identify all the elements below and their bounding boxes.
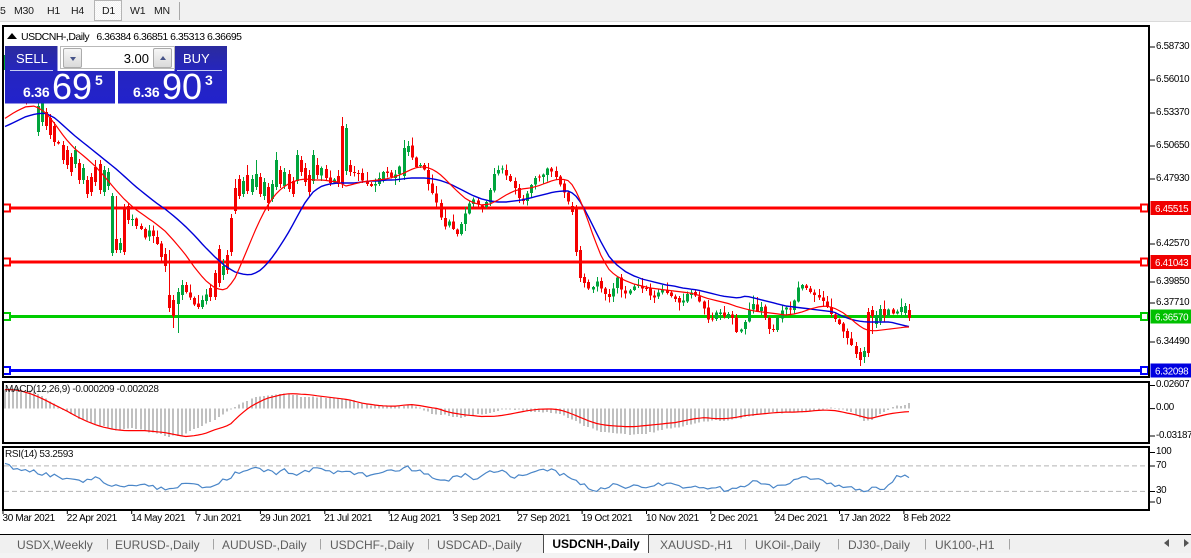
svg-text:6.32098: 6.32098 <box>1155 366 1189 377</box>
svg-text:6.41043: 6.41043 <box>1155 258 1189 269</box>
svg-text:6.45515: 6.45515 <box>1155 204 1189 215</box>
svg-text:6.36570: 6.36570 <box>1155 312 1189 323</box>
